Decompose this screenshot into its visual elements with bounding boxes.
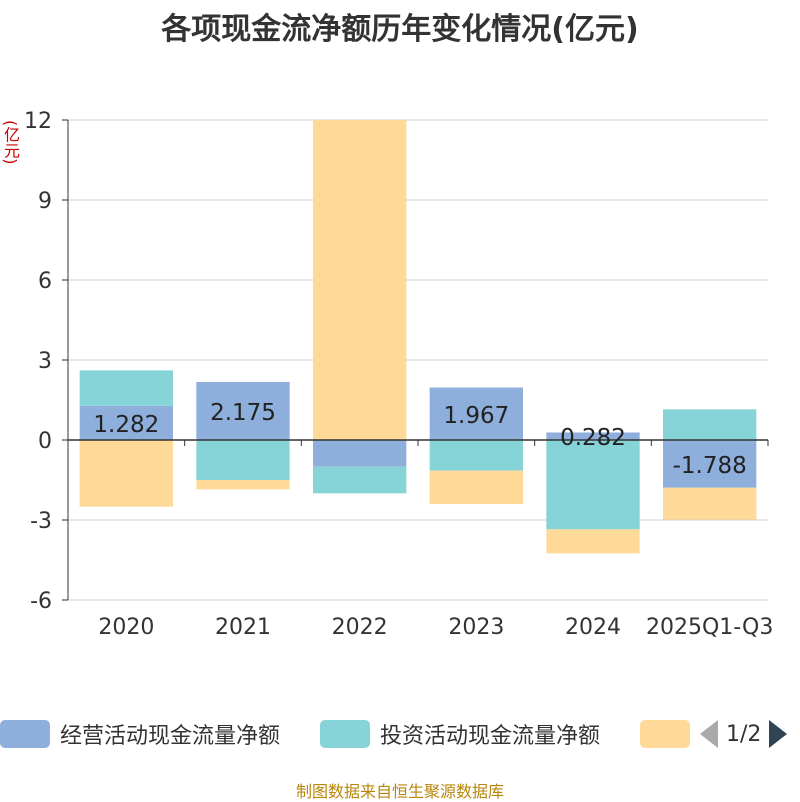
chart-title: 各项现金流净额历年变化情况(亿元) [161, 12, 639, 47]
legend-item-financing[interactable] [640, 716, 700, 752]
x-tick-label: 2021 [215, 615, 271, 640]
x-tick-label: 2024 [565, 615, 621, 640]
bar-series0-2025Q1-Q3 [663, 440, 757, 488]
data-label: 2.175 [210, 400, 276, 426]
data-label: 1.282 [93, 412, 159, 438]
bar-series2-2023 [429, 470, 523, 504]
data-label: 1.967 [443, 403, 509, 429]
data-label: -1.788 [673, 453, 747, 479]
x-tick-label: 2020 [98, 615, 154, 640]
chart-plot: 12 9 6 3 0 -3 -6 1.282 2.175 1.967 0.282 -1.788 2020… [24, 109, 773, 640]
bar-series0-2023 [429, 387, 523, 440]
legend-item-investing[interactable]: 投资活动现金流量净额 [320, 716, 600, 752]
y-tick-label: 0 [38, 429, 52, 454]
bar-series1-2020 [79, 370, 173, 406]
bar-series0-2024 [546, 432, 640, 440]
legend: 经营活动现金流量净额 投资活动现金流量净额 1/2 [0, 716, 800, 752]
y-tick-label: 3 [38, 349, 52, 374]
y-tick-label: -3 [30, 509, 52, 534]
bar-series2-2020 [79, 440, 173, 507]
legend-next-page-icon[interactable] [769, 720, 788, 748]
legend-swatch-financing [640, 720, 690, 748]
bar-series2-2024 [546, 529, 640, 554]
data-label: 0.282 [560, 425, 626, 451]
bar-series1-2022 [313, 466, 407, 494]
bar-series0-2021 [196, 382, 290, 440]
bar-series1-2025Q1-Q3 [663, 409, 757, 440]
legend-page-indicator: 1/2 [726, 721, 762, 747]
bar-series0-2020 [79, 405, 173, 440]
y-tick-label: 9 [38, 189, 52, 214]
bar-series1-2021 [196, 440, 290, 480]
legend-swatch-investing [320, 720, 370, 748]
bar-series1-2023 [429, 440, 523, 471]
legend-prev-page-icon[interactable] [700, 720, 718, 748]
bar-series0-2022 [313, 440, 407, 467]
bar-series1-2024 [546, 440, 640, 530]
legend-label-operating: 经营活动现金流量净额 [60, 724, 281, 749]
legend-label-investing: 投资活动现金流量净额 [380, 724, 601, 749]
bar-series2-2025Q1-Q3 [663, 487, 757, 520]
legend-pager: 1/2 [700, 716, 800, 752]
bar-series2-2021 [196, 480, 290, 490]
x-tick-label: 2023 [448, 615, 504, 640]
y-tick-label: -6 [30, 589, 52, 614]
y-tick-label: 6 [38, 269, 52, 294]
legend-swatch-operating [0, 720, 50, 748]
y-axis-unit: (亿元) [1, 120, 20, 165]
bar-series2-2022 [313, 120, 407, 440]
legend-item-operating[interactable]: 经营活动现金流量净额 [0, 716, 280, 752]
data-source-note: 制图数据来自恒生聚源数据库 [295, 782, 504, 801]
y-tick-label: 12 [24, 109, 52, 134]
x-tick-label: 2025Q1-Q3 [646, 615, 773, 640]
x-tick-label: 2022 [332, 615, 388, 640]
